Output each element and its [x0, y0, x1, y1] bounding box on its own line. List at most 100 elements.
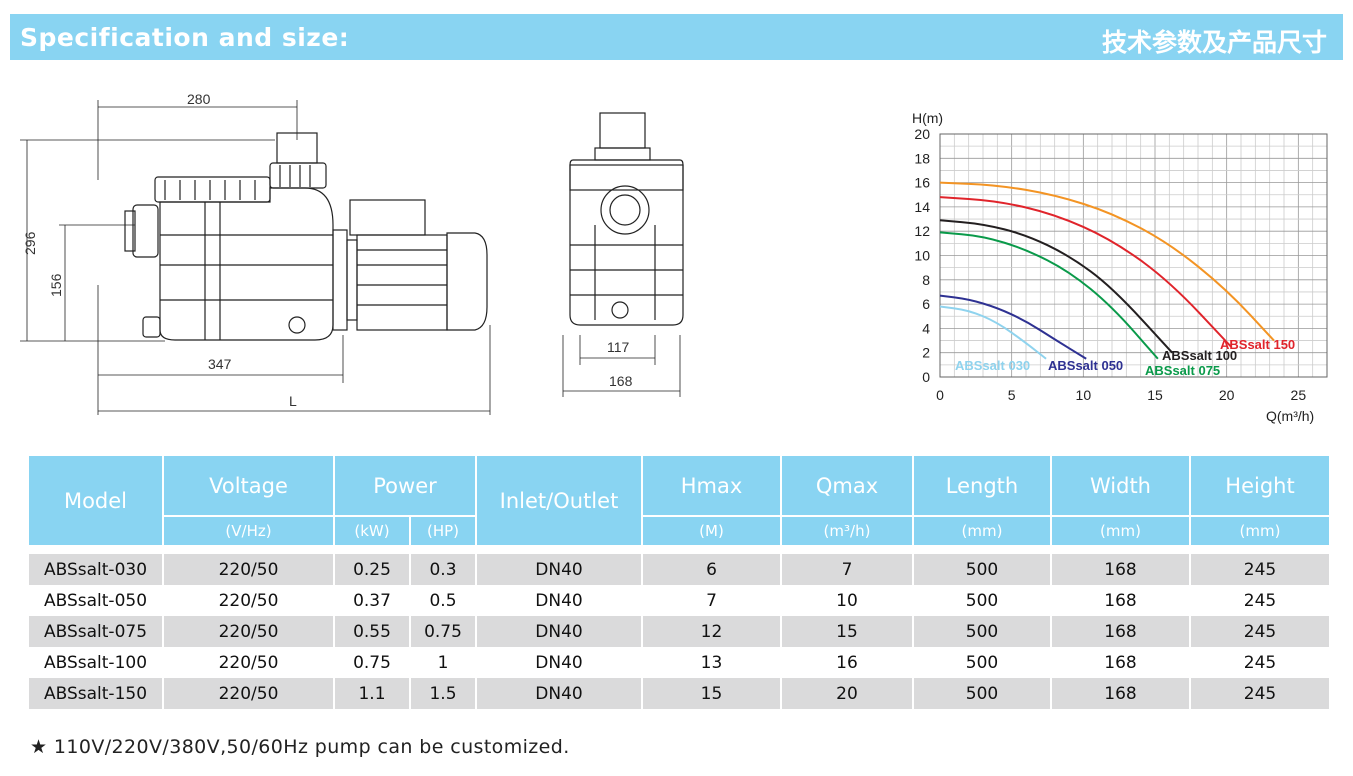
- table-cell: 13: [642, 647, 782, 678]
- table-cell: ABSsalt-100: [29, 647, 164, 678]
- y-tick-label: 20: [914, 126, 930, 142]
- table-cell: 220/50: [163, 616, 335, 647]
- dimension-156: 156: [48, 273, 64, 297]
- series-label: ABSsalt 150: [1220, 337, 1295, 352]
- header-hmax: Hmax: [642, 456, 782, 516]
- series-label: ABSsalt 050: [1048, 358, 1123, 373]
- table-cell: 245: [1190, 616, 1331, 647]
- pump-front-view-drawing: 117 168: [562, 112, 684, 397]
- table-cell: 1.5: [410, 678, 477, 709]
- dimension-347: 347: [208, 356, 232, 372]
- table-cell: 245: [1190, 554, 1331, 585]
- table-cell: DN40: [476, 647, 643, 678]
- table-cell: DN40: [476, 616, 643, 647]
- header-width: Width: [1051, 456, 1191, 516]
- table-cell: 500: [913, 616, 1052, 647]
- header-qmax: Qmax: [781, 456, 914, 516]
- table-cell: 6: [642, 554, 782, 585]
- table-cell: 0.55: [334, 616, 411, 647]
- table-cell: 168: [1051, 678, 1191, 709]
- unit-width: (mm): [1051, 515, 1191, 545]
- table-cell: 245: [1190, 647, 1331, 678]
- dimension-168: 168: [609, 373, 633, 389]
- table-cell: 0.25: [334, 554, 411, 585]
- header-voltage: Voltage: [163, 456, 335, 516]
- table-cell: 220/50: [163, 647, 335, 678]
- header-model: Model: [29, 456, 164, 545]
- curve-series-2: [939, 231, 1159, 360]
- table-cell: 500: [913, 585, 1052, 616]
- unit-qmax: (m³/h): [781, 515, 914, 545]
- curve-series-5: [939, 181, 1275, 342]
- curve-series-3: [939, 219, 1173, 354]
- unit-voltage: (V/Hz): [163, 515, 335, 545]
- y-tick-label: 8: [922, 272, 930, 288]
- x-tick-label: 25: [1291, 387, 1307, 403]
- table-cell: ABSsalt-075: [29, 616, 164, 647]
- table-cell: 15: [781, 616, 914, 647]
- x-tick-label: 20: [1219, 387, 1235, 403]
- table-cell: 0.5: [410, 585, 477, 616]
- table-cell: DN40: [476, 554, 643, 585]
- table-cell: 12: [642, 616, 782, 647]
- table-row: ABSsalt-075 220/50 0.55 0.75 DN40 12 15 500 168 2…: [29, 616, 1331, 647]
- table-cell: 0.3: [410, 554, 477, 585]
- x-tick-label: 10: [1076, 387, 1092, 403]
- series-label: ABSsalt 075: [1145, 363, 1220, 378]
- table-cell: 7: [642, 585, 782, 616]
- dimension-296: 296: [22, 231, 38, 255]
- table-cell: 7: [781, 554, 914, 585]
- curve-series-4: [939, 196, 1232, 348]
- unit-hp: (HP): [410, 515, 477, 545]
- x-tick-label: 15: [1147, 387, 1163, 403]
- table-row: ABSsalt-100 220/50 0.75 1 DN40 13 16 500 168 245: [29, 647, 1331, 678]
- section-title-zh: 技术参数及产品尺寸: [1101, 28, 1327, 57]
- table-cell: 168: [1051, 585, 1191, 616]
- y-tick-label: 18: [914, 150, 930, 166]
- header-height: Height: [1190, 456, 1331, 516]
- unit-height: (mm): [1190, 515, 1331, 545]
- dimension-L: L: [289, 393, 297, 409]
- table-cell: 245: [1190, 678, 1331, 709]
- table-cell: 220/50: [163, 585, 335, 616]
- table-cell: 1.1: [334, 678, 411, 709]
- unit-length: (mm): [913, 515, 1052, 545]
- section-header: Specification and size: 技术参数及产品尺寸: [10, 14, 1343, 60]
- table-cell: 168: [1051, 647, 1191, 678]
- table-cell: 245: [1190, 585, 1331, 616]
- table-cell: 168: [1051, 554, 1191, 585]
- header-length: Length: [913, 456, 1052, 516]
- table-cell: 16: [781, 647, 914, 678]
- series-label: ABSsalt 100: [1162, 348, 1237, 363]
- table-cell: 0.37: [334, 585, 411, 616]
- y-tick-label: 0: [922, 369, 930, 385]
- y-tick-label: 12: [914, 223, 930, 239]
- table-cell: 500: [913, 554, 1052, 585]
- table-cell: ABSsalt-030: [29, 554, 164, 585]
- x-tick-label: 5: [1008, 387, 1016, 403]
- table-cell: 500: [913, 678, 1052, 709]
- y-tick-label: 14: [914, 199, 930, 215]
- table-cell: 168: [1051, 616, 1191, 647]
- table-cell: 500: [913, 647, 1052, 678]
- y-tick-label: 10: [914, 248, 930, 264]
- dimension-280: 280: [187, 91, 211, 107]
- footnote: ★ 110V/220V/380V,50/60Hz pump can be cus…: [30, 736, 570, 758]
- table-cell: 10: [781, 585, 914, 616]
- y-tick-label: 2: [922, 345, 930, 361]
- curve-series-1: [939, 294, 1087, 360]
- table-cell: 20: [781, 678, 914, 709]
- curve-series-0: [939, 305, 1047, 360]
- spec-table: Model Voltage Power Inlet/Outlet Hmax Qm…: [29, 456, 1331, 709]
- y-tick-label: 6: [922, 296, 930, 312]
- y-axis-label: H(m): [912, 110, 943, 126]
- table-row: ABSsalt-150 220/50 1.1 1.5 DN40 15 20 500 168 245: [29, 678, 1331, 709]
- table-cell: 15: [642, 678, 782, 709]
- table-cell: ABSsalt-150: [29, 678, 164, 709]
- table-cell: DN40: [476, 585, 643, 616]
- table-row: ABSsalt-030 220/50 0.25 0.3 DN40 6 7 500 168 245: [29, 554, 1331, 585]
- table-cell: 0.75: [334, 647, 411, 678]
- header-inlet-outlet: Inlet/Outlet: [476, 456, 643, 545]
- table-cell: 220/50: [163, 678, 335, 709]
- table-cell: 1: [410, 647, 477, 678]
